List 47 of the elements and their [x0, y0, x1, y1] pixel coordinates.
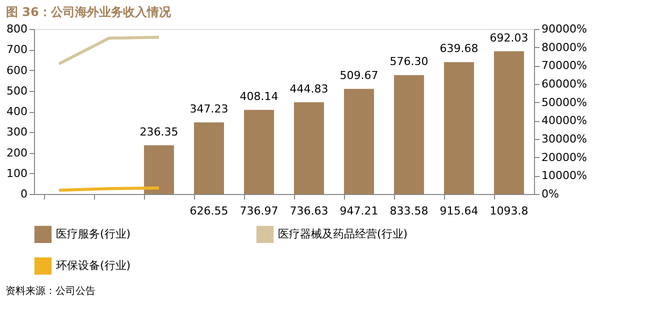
text: 资料来源：公司公告: [6, 285, 96, 297]
chart-title: 图 36：公司海外业务收入情况: [6, 5, 172, 19]
bar: [244, 110, 274, 194]
x-tick-label: 1093.8: [490, 204, 528, 218]
data-label: 509.67: [340, 68, 378, 82]
y-tick-label: 800: [6, 22, 28, 36]
legend-label: 环保设备(行业): [56, 259, 131, 272]
bar: [144, 145, 174, 194]
y-tick-label: 300: [6, 126, 28, 139]
data-label: 236.35: [140, 125, 178, 138]
data-label: 576.30: [390, 55, 428, 68]
y2-tick-label: 50000%: [542, 96, 587, 109]
bar: [294, 102, 324, 194]
data-label: 444.83: [290, 82, 328, 96]
y-tick-label: 400: [6, 105, 28, 118]
y2-tick-label: 70000%: [542, 59, 587, 72]
y2-tick-label: 10000%: [542, 169, 587, 182]
x-tick-label: 833.58: [390, 204, 428, 218]
y2-tick-label: 30000%: [542, 132, 587, 146]
data-label: 347.23: [190, 102, 228, 116]
x-tick-label: 736.63: [290, 204, 328, 218]
y2-tick-label: 40000%: [542, 114, 587, 128]
y2-tick-label: 80000%: [542, 40, 587, 54]
data-label: 639.68: [440, 42, 478, 56]
bar: [194, 122, 224, 194]
y-tick-label: 100: [6, 166, 28, 180]
bar: [494, 51, 524, 194]
y2-tick-label: 90000%: [542, 22, 587, 36]
bar: [444, 62, 474, 194]
legend-label: 医疗服务(行业): [56, 227, 131, 240]
data-label: 408.14: [240, 90, 278, 103]
y2-tick-label: 60000%: [542, 78, 587, 90]
bar: [394, 75, 424, 194]
data-label: 692.03: [490, 31, 528, 44]
y-tick-label: 600: [6, 64, 28, 77]
y2-tick-label: 20000%: [542, 150, 587, 164]
y-tick-label: 0: [20, 188, 28, 200]
y-tick-label: 200: [6, 146, 28, 160]
x-tick-label: 626.55: [190, 204, 228, 218]
y-tick-label: 500: [6, 84, 28, 98]
x-tick-label: 915.64: [440, 204, 478, 218]
bar: [344, 88, 374, 194]
x-tick-label: 947.21: [340, 204, 378, 218]
y-tick-label: 700: [6, 43, 28, 56]
y2-tick-label: 0%: [542, 188, 559, 200]
x-tick-label: 736.97: [240, 204, 278, 218]
legend-label: 医疗器械及药品经营(行业): [278, 227, 408, 240]
